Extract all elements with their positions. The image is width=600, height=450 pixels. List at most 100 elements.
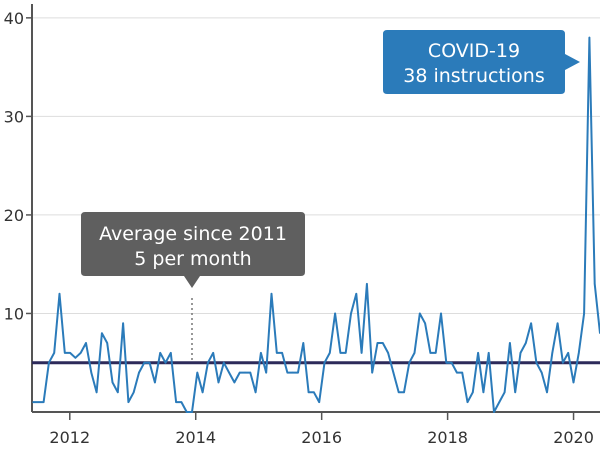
data-point: [334, 312, 336, 315]
data-point: [503, 391, 506, 394]
data-point: [79, 352, 82, 354]
data-point: [275, 352, 278, 354]
y-tick-label: 20: [4, 206, 24, 225]
y-axis-ticks: 10 20 30 40: [4, 9, 32, 323]
data-point: [228, 371, 230, 374]
data-point: [85, 342, 87, 344]
data-point: [42, 401, 45, 403]
data-point: [307, 391, 310, 394]
data-point: [90, 371, 93, 374]
data-point: [535, 361, 538, 364]
data-point: [254, 391, 257, 394]
data-point: [403, 391, 405, 394]
data-point: [37, 401, 40, 403]
data-point: [238, 371, 241, 374]
data-point: [222, 361, 225, 364]
data-point: [445, 361, 448, 364]
data-point: [127, 401, 130, 403]
data-point: [191, 411, 193, 413]
data-point: [233, 381, 236, 384]
y-tick-label: 40: [4, 9, 24, 28]
data-point: [53, 352, 56, 354]
data-point: [286, 371, 289, 374]
data-point: [270, 292, 273, 295]
data-point: [64, 352, 66, 354]
data-point: [593, 283, 596, 285]
data-point: [487, 352, 490, 354]
data-point: [450, 361, 453, 364]
data-point: [413, 352, 416, 354]
covid-callout-line1: COVID-19: [428, 40, 520, 62]
data-point: [530, 322, 532, 325]
data-point: [498, 401, 501, 403]
data-point: [540, 371, 543, 374]
data-points: [32, 36, 600, 413]
data-point: [265, 371, 267, 374]
data-point: [583, 312, 585, 315]
data-point: [461, 371, 464, 374]
data-point: [185, 411, 188, 413]
data-point: [159, 352, 162, 354]
data-point: [477, 352, 479, 354]
average-callout-line2: 5 per month: [134, 248, 251, 270]
data-point: [572, 381, 575, 384]
data-point: [419, 312, 421, 315]
data-point: [106, 342, 109, 344]
data-point: [143, 361, 146, 364]
data-point: [302, 342, 305, 344]
data-point: [297, 371, 299, 374]
average-callout: Average since 2011 5 per month: [81, 212, 305, 288]
data-point: [58, 292, 61, 295]
data-point: [408, 361, 411, 364]
data-point: [201, 391, 204, 394]
data-point: [111, 381, 114, 384]
x-tick-label: 2020: [553, 428, 594, 447]
x-tick-label: 2012: [49, 428, 90, 447]
data-point: [154, 381, 156, 384]
data-point: [456, 371, 458, 374]
data-point: [138, 371, 140, 374]
data-point: [429, 352, 432, 354]
data-point: [212, 352, 215, 354]
data-point: [95, 391, 98, 394]
data-point: [371, 371, 373, 374]
average-callout-box: [81, 212, 305, 288]
data-point: [440, 312, 442, 315]
data-point: [101, 332, 103, 334]
x-axis-ticks: 2012 2014 2016 2018 2020: [49, 412, 594, 447]
data-point: [397, 391, 400, 394]
data-point: [355, 292, 358, 295]
data-point: [132, 391, 135, 394]
data-point: [344, 352, 347, 354]
covid-callout-line2: 38 instructions: [403, 65, 544, 87]
data-point: [546, 391, 548, 394]
data-point: [350, 312, 352, 315]
data-point: [472, 391, 474, 394]
data-point: [360, 352, 363, 354]
data-point: [164, 361, 167, 364]
data-point: [217, 381, 220, 384]
data-point: [434, 352, 437, 354]
data-point: [588, 36, 591, 39]
x-tick-label: 2018: [427, 428, 468, 447]
data-point: [339, 352, 342, 354]
data-point: [392, 371, 395, 374]
data-point: [556, 322, 559, 325]
data-point: [519, 352, 522, 354]
data-point: [514, 391, 517, 394]
data-point: [424, 322, 426, 325]
data-point: [482, 391, 485, 394]
data-point: [387, 352, 389, 354]
data-point: [291, 371, 294, 374]
data-point: [170, 352, 172, 354]
x-tick-label: 2014: [175, 428, 216, 447]
data-point: [562, 361, 564, 364]
data-point: [578, 352, 580, 354]
data-point: [281, 352, 283, 354]
data-point: [318, 401, 320, 403]
data-point: [509, 342, 511, 344]
data-point: [323, 361, 326, 364]
data-point: [207, 361, 209, 364]
data-point: [366, 283, 368, 285]
